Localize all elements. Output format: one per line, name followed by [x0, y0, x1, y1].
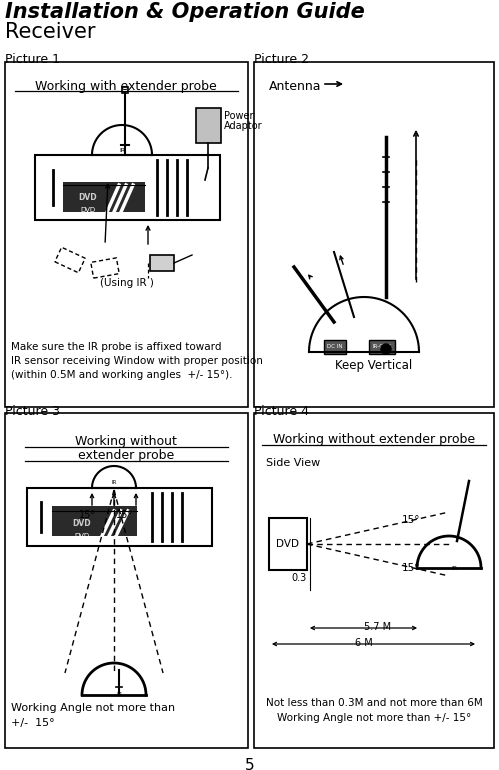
Text: IR: IR [116, 692, 122, 698]
Text: Picture 4: Picture 4 [254, 405, 309, 418]
Text: Picture 1: Picture 1 [5, 53, 60, 66]
Bar [27, 488, 212, 546]
Text: 0.3: 0.3 [292, 573, 307, 583]
Text: Not less than 0.3M and not more than 6M: Not less than 0.3M and not more than 6M [265, 698, 483, 708]
Text: extender probe: extender probe [78, 449, 174, 462]
Text: Power: Power [224, 111, 253, 121]
Bar [52, 506, 137, 536]
Text: DVD: DVD [73, 520, 91, 528]
Bar [150, 255, 174, 271]
Text: 5: 5 [245, 758, 254, 770]
Text: Working Angle not more than: Working Angle not more than [11, 703, 175, 713]
Text: DVD: DVD [74, 533, 89, 539]
Text: IR sensor receiving Window with proper position: IR sensor receiving Window with proper p… [11, 356, 263, 366]
Text: Receiver: Receiver [5, 22, 95, 42]
Text: (within 0.5M and working angles  +/- 15°).: (within 0.5M and working angles +/- 15°)… [11, 370, 233, 380]
Text: 15°: 15° [402, 515, 420, 525]
Text: Keep Vertical: Keep Vertical [335, 359, 413, 372]
Text: Working without extender probe: Working without extender probe [273, 433, 475, 446]
Bar [369, 340, 395, 354]
Text: Installation & Operation Guide: Installation & Operation Guide [5, 2, 365, 22]
Bar [254, 413, 494, 748]
Text: Antenna: Antenna [269, 80, 321, 93]
Text: Side View: Side View [266, 458, 320, 468]
Text: DVD: DVD [276, 539, 299, 549]
Bar [254, 62, 494, 407]
Text: DVD: DVD [79, 192, 97, 202]
Bar [5, 62, 248, 407]
Text: DC IN: DC IN [327, 344, 343, 350]
Bar [5, 413, 248, 748]
Bar [269, 518, 307, 570]
Bar [35, 155, 220, 220]
Text: +/-  15°: +/- 15° [11, 718, 54, 728]
Text: IR: IR [119, 148, 125, 152]
Text: Working with extender probe: Working with extender probe [35, 80, 217, 93]
Bar [196, 108, 221, 143]
Bar [63, 182, 145, 212]
Text: 15°: 15° [79, 510, 96, 520]
Bar [324, 340, 346, 354]
Text: DVD: DVD [80, 207, 96, 213]
Text: (Using IR ): (Using IR ) [100, 278, 154, 288]
Text: 6 M: 6 M [355, 638, 373, 648]
Text: Picture 2: Picture 2 [254, 53, 309, 66]
Text: Working without: Working without [75, 435, 177, 448]
Text: IR: IR [451, 565, 457, 571]
Text: 15°: 15° [116, 510, 133, 520]
Text: 5.7 M: 5.7 M [364, 622, 392, 632]
Text: Make sure the IR probe is affixed toward: Make sure the IR probe is affixed toward [11, 342, 222, 352]
Circle shape [381, 344, 391, 354]
Text: Adaptor: Adaptor [224, 121, 262, 131]
Bar [122, 87, 128, 93]
Text: Working Angle not more than +/- 15°: Working Angle not more than +/- 15° [277, 713, 471, 723]
Text: IR: IR [111, 480, 117, 486]
Text: 15°: 15° [402, 563, 420, 573]
Text: Picture 3: Picture 3 [5, 405, 60, 418]
Text: IR-OUT: IR-OUT [373, 344, 391, 350]
